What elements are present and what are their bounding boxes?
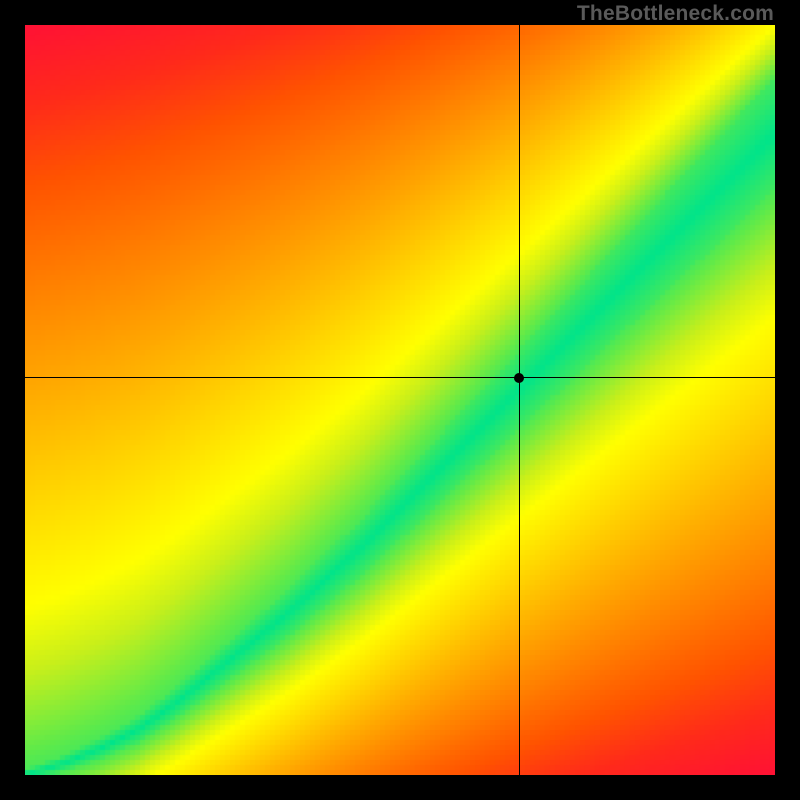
- crosshair-marker: [514, 373, 524, 383]
- heatmap-plot: [25, 25, 775, 775]
- watermark-text: TheBottleneck.com: [577, 2, 774, 26]
- heatmap-canvas: [25, 25, 775, 775]
- crosshair-vertical: [519, 25, 520, 775]
- crosshair-horizontal: [25, 377, 775, 378]
